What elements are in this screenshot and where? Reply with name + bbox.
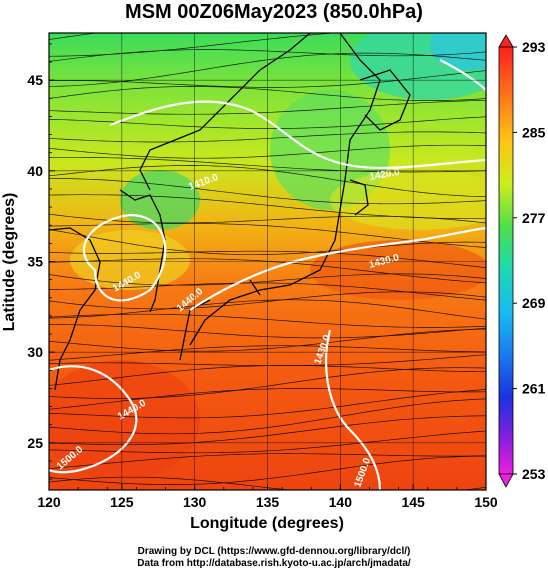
y-tick-label: 40 <box>27 163 43 179</box>
x-tick-label: 135 <box>256 494 280 510</box>
streamline <box>49 229 486 256</box>
streamline <box>49 365 486 386</box>
streamline <box>49 165 486 198</box>
streamline <box>49 389 486 419</box>
streamline <box>49 367 486 399</box>
hot-patch <box>310 240 486 300</box>
y-axis: 25 30 35 40 45 <box>27 43 55 480</box>
colorbar-tick-label: 285 <box>522 124 546 140</box>
x-tick-label: 145 <box>401 494 425 510</box>
y-tick-label: 45 <box>27 72 43 88</box>
x-axis-title: Longitude (degrees) <box>190 515 344 532</box>
cool-patch <box>430 33 486 70</box>
streamline <box>49 131 486 143</box>
streamline <box>49 313 486 328</box>
colorbar-bottom-arrow <box>498 473 514 488</box>
colorbar-tick-label: 293 <box>522 39 546 55</box>
streamline <box>49 144 486 159</box>
streamline <box>49 177 486 205</box>
streamline <box>49 345 486 361</box>
streamline <box>49 250 486 269</box>
y-tick-label: 35 <box>27 254 43 270</box>
streamlines <box>49 33 486 490</box>
x-tick-label: 120 <box>37 494 61 510</box>
grid-lines <box>49 33 486 490</box>
streamline <box>49 388 486 410</box>
colorbar-tick-label: 253 <box>522 466 546 482</box>
streamline <box>49 455 486 485</box>
streamline <box>49 99 486 115</box>
hot-patch <box>49 360 200 480</box>
x-axis: 120 125 130 135 140 145 150 <box>37 484 498 510</box>
colorbar: 293 285 277 269 261 253 <box>498 34 546 488</box>
streamline <box>49 86 486 101</box>
streamline <box>49 453 486 469</box>
warm-patch <box>330 170 486 230</box>
y-tick-label: 30 <box>27 344 43 360</box>
streamline <box>49 430 486 454</box>
credit-line-1: Drawing by DCL (https://www.gfd-dennou.o… <box>137 546 411 557</box>
credit-line-2: Data from http://database.rish.kyoto-u.a… <box>137 558 411 569</box>
colorbar-top-arrow <box>498 34 514 48</box>
streamline <box>49 282 486 301</box>
y-tick-label: 25 <box>27 435 43 451</box>
streamline <box>49 49 486 62</box>
colorbar-tick-label: 277 <box>522 210 546 226</box>
x-tick-label: 150 <box>474 494 498 510</box>
streamline <box>49 291 486 310</box>
streamline <box>49 52 486 87</box>
colorbar-tick-label: 269 <box>522 295 546 311</box>
x-tick-label: 140 <box>329 494 353 510</box>
streamline <box>49 273 486 286</box>
streamline <box>49 398 486 435</box>
streamline <box>49 156 486 173</box>
colorbar-ticks: 293 285 277 269 261 253 <box>513 39 546 482</box>
y-axis-title: Latitude (degrees) <box>1 193 18 332</box>
x-tick-label: 125 <box>110 494 134 510</box>
colorbar-tick-label: 261 <box>522 381 546 397</box>
x-tick-label: 130 <box>183 494 207 510</box>
colorbar-body <box>498 46 514 475</box>
cool-patch <box>120 170 200 230</box>
streamline <box>49 415 486 446</box>
credits: Drawing by DCL (https://www.gfd-dennou.o… <box>0 546 548 570</box>
chart-title: MSM 00Z06May2023 (850.0hPa) <box>125 1 423 23</box>
geopotential-contours <box>49 59 486 490</box>
streamline <box>49 213 486 224</box>
streamline <box>49 328 486 352</box>
streamline <box>49 70 486 88</box>
coastlines <box>49 33 411 391</box>
streamline <box>49 324 486 339</box>
